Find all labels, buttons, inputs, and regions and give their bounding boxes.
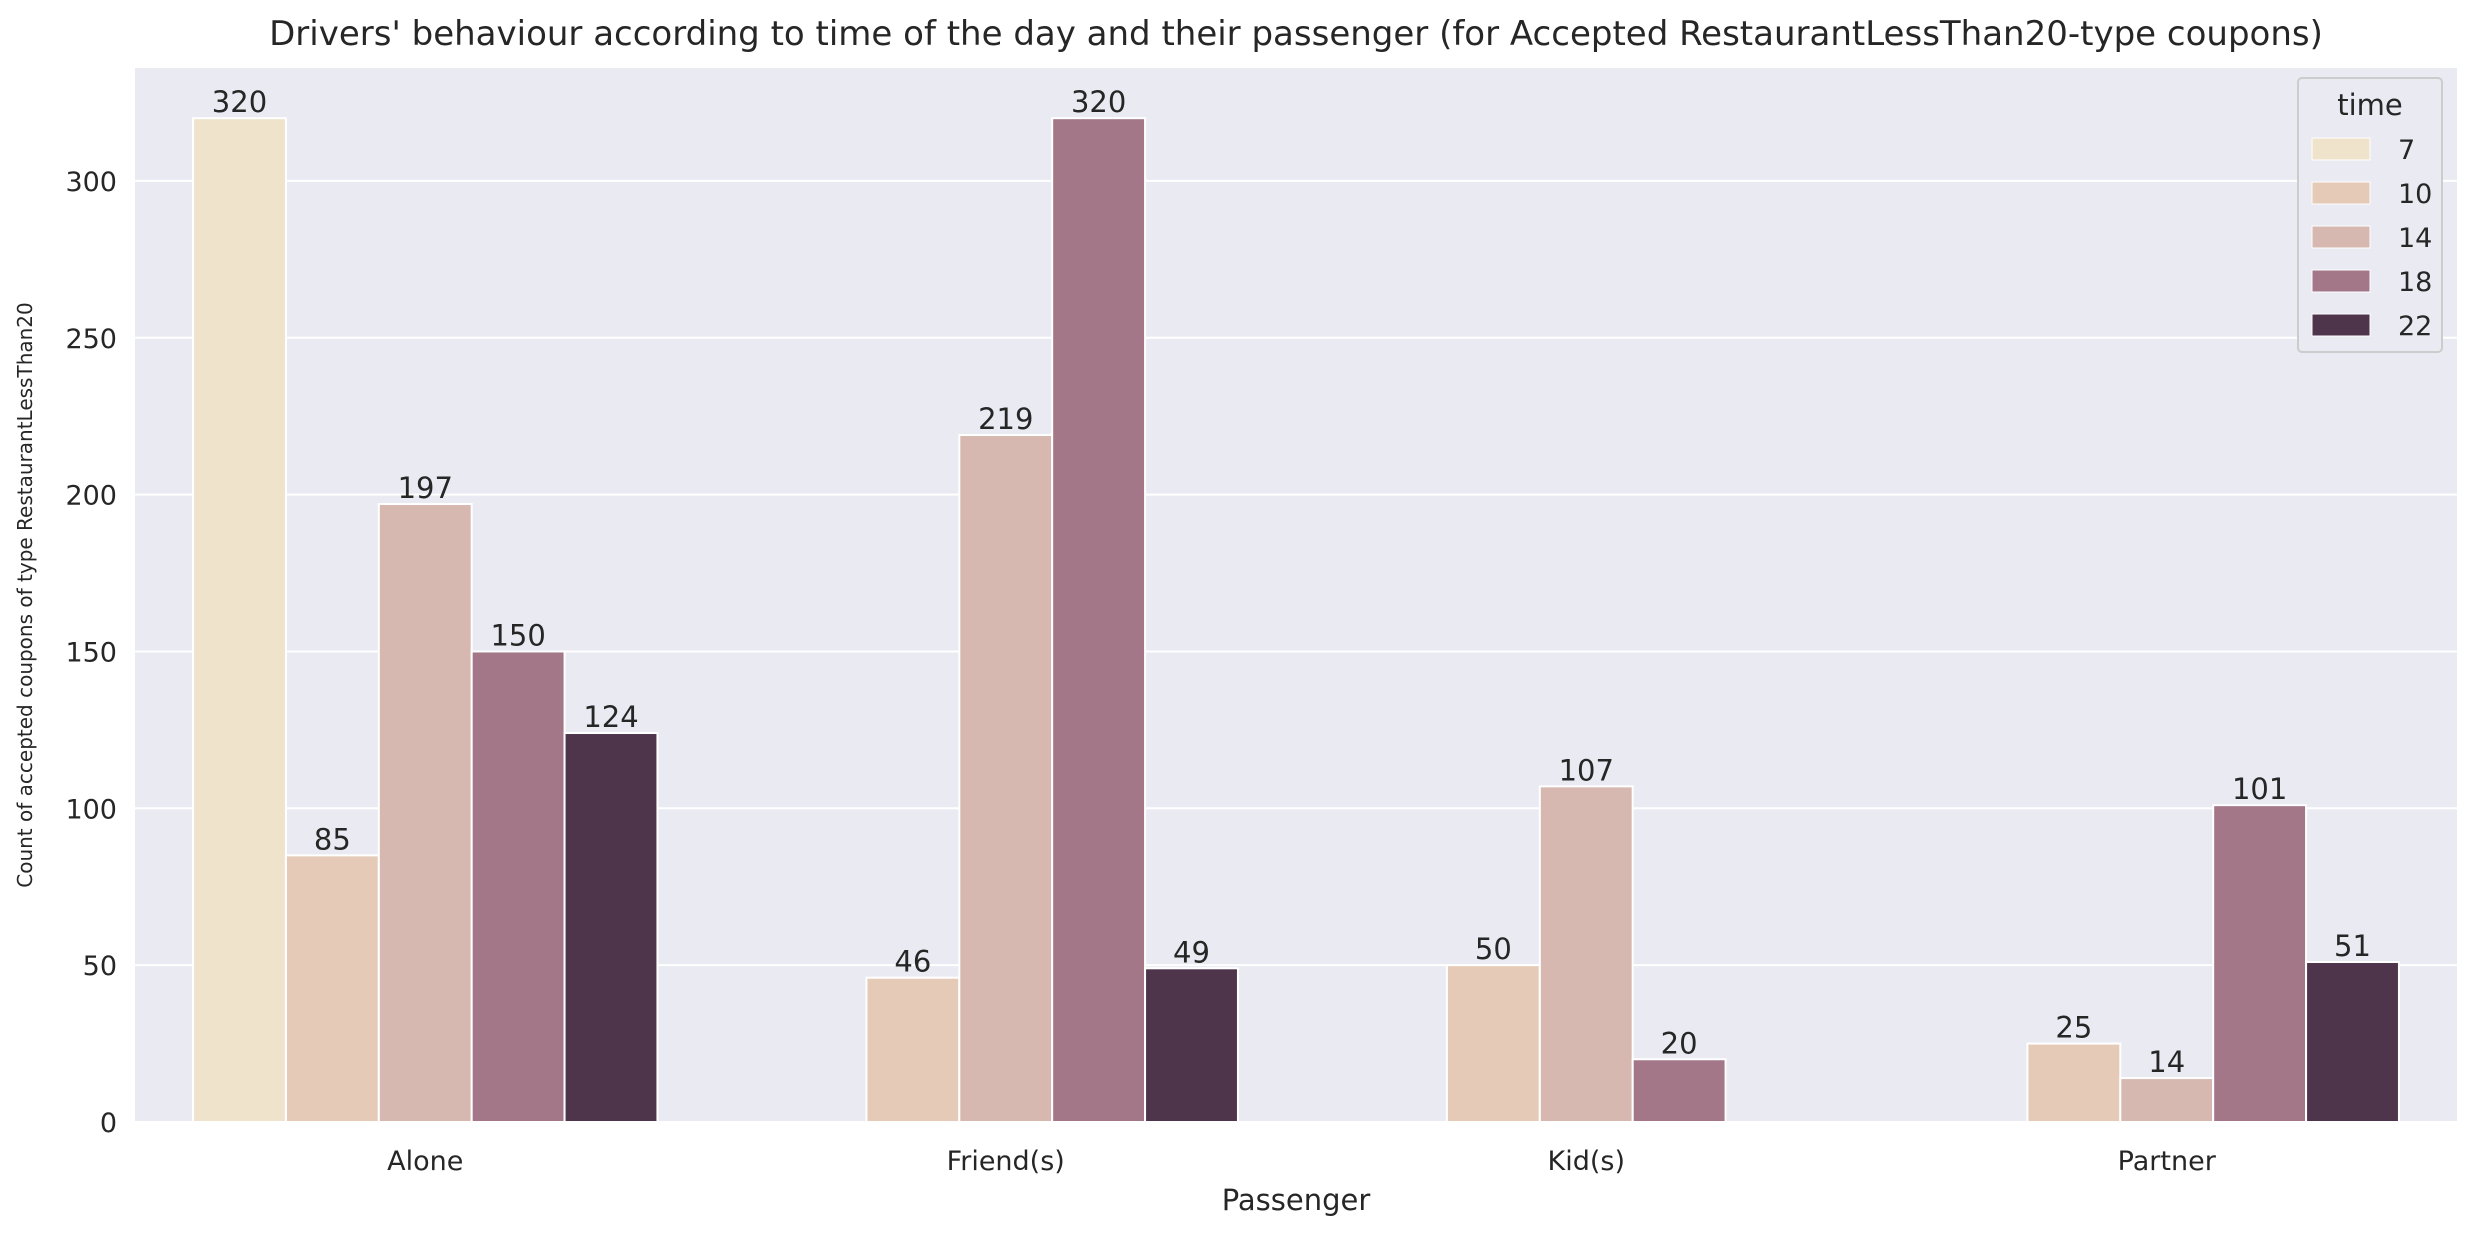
y-tick-label: 0 <box>100 1108 117 1139</box>
legend-label: 14 <box>2398 223 2432 254</box>
bar <box>2119 1077 2215 1124</box>
bars <box>192 117 2400 1124</box>
bar <box>865 976 961 1124</box>
bar-value-label: 50 <box>1475 932 1512 966</box>
x-tick-label: Kid(s) <box>1548 1146 1625 1177</box>
bar <box>2212 804 2308 1123</box>
chart-title: Drivers' behaviour according to time of … <box>269 14 2323 54</box>
bar-value-label: 85 <box>314 822 351 856</box>
bar-value-label: 101 <box>2232 772 2287 806</box>
bar-value-label: 320 <box>1071 85 1126 119</box>
x-axis-ticks: Alone Friend(s) Kid(s) Partner <box>387 1146 2217 1177</box>
bar <box>1631 1058 1727 1124</box>
bar <box>563 732 659 1123</box>
bar-value-label: 124 <box>583 700 638 734</box>
bar <box>377 503 473 1123</box>
y-tick-label: 150 <box>65 637 117 668</box>
bar <box>470 650 566 1123</box>
x-tick-label: Partner <box>2118 1146 2217 1177</box>
legend-label: 22 <box>2398 311 2432 342</box>
y-tick-label: 200 <box>65 481 117 512</box>
bar-value-label: 46 <box>894 945 931 979</box>
y-tick-label: 50 <box>83 951 117 982</box>
bar <box>958 434 1054 1123</box>
bar <box>192 117 287 1123</box>
legend-title: time <box>2337 88 2403 122</box>
y-tick-label: 100 <box>65 794 117 825</box>
bar <box>2026 1042 2122 1124</box>
bar-value-label: 25 <box>2055 1011 2092 1045</box>
y-axis-label: Count of accepted coupons of type Restau… <box>13 302 37 888</box>
legend-label: 7 <box>2398 135 2415 166</box>
bar <box>1144 967 1239 1124</box>
bar-labels: 320 85 46 50 25 197 219 107 14 150 320 20 101 124 49 51 <box>212 85 2371 1079</box>
legend-swatch <box>2311 269 2371 293</box>
legend-swatch <box>2311 225 2371 249</box>
y-tick-label: 250 <box>65 324 117 355</box>
bar-value-label: 51 <box>2334 929 2371 963</box>
bar-value-label: 20 <box>1661 1026 1698 1060</box>
x-axis-label: Passenger <box>1222 1183 1371 1217</box>
bar-value-label: 219 <box>978 402 1033 436</box>
bar <box>1051 117 1147 1123</box>
legend-label: 10 <box>2398 179 2432 210</box>
legend: time 7 10 14 18 22 <box>2297 77 2443 353</box>
y-tick-label: 300 <box>65 167 117 198</box>
bar <box>1538 785 1634 1123</box>
bar-value-label: 107 <box>1559 753 1614 787</box>
legend-swatch <box>2311 181 2371 205</box>
bar <box>2305 961 2400 1124</box>
bar-value-label: 49 <box>1173 935 1210 969</box>
bar-value-label: 150 <box>490 618 545 652</box>
y-axis-ticks: 0 50 100 150 200 250 300 <box>65 167 117 1139</box>
legend-label: 18 <box>2398 267 2432 298</box>
bar <box>1445 964 1541 1124</box>
x-tick-label: Friend(s) <box>947 1146 1065 1177</box>
bar-value-label: 320 <box>212 85 267 119</box>
x-tick-label: Alone <box>387 1146 463 1177</box>
legend-items: 7 10 14 18 22 <box>2311 135 2432 342</box>
legend-swatch <box>2311 137 2371 161</box>
bar-value-label: 14 <box>2148 1045 2185 1079</box>
bar <box>284 854 380 1123</box>
legend-swatch <box>2311 313 2371 337</box>
bar-value-label: 197 <box>398 471 453 505</box>
